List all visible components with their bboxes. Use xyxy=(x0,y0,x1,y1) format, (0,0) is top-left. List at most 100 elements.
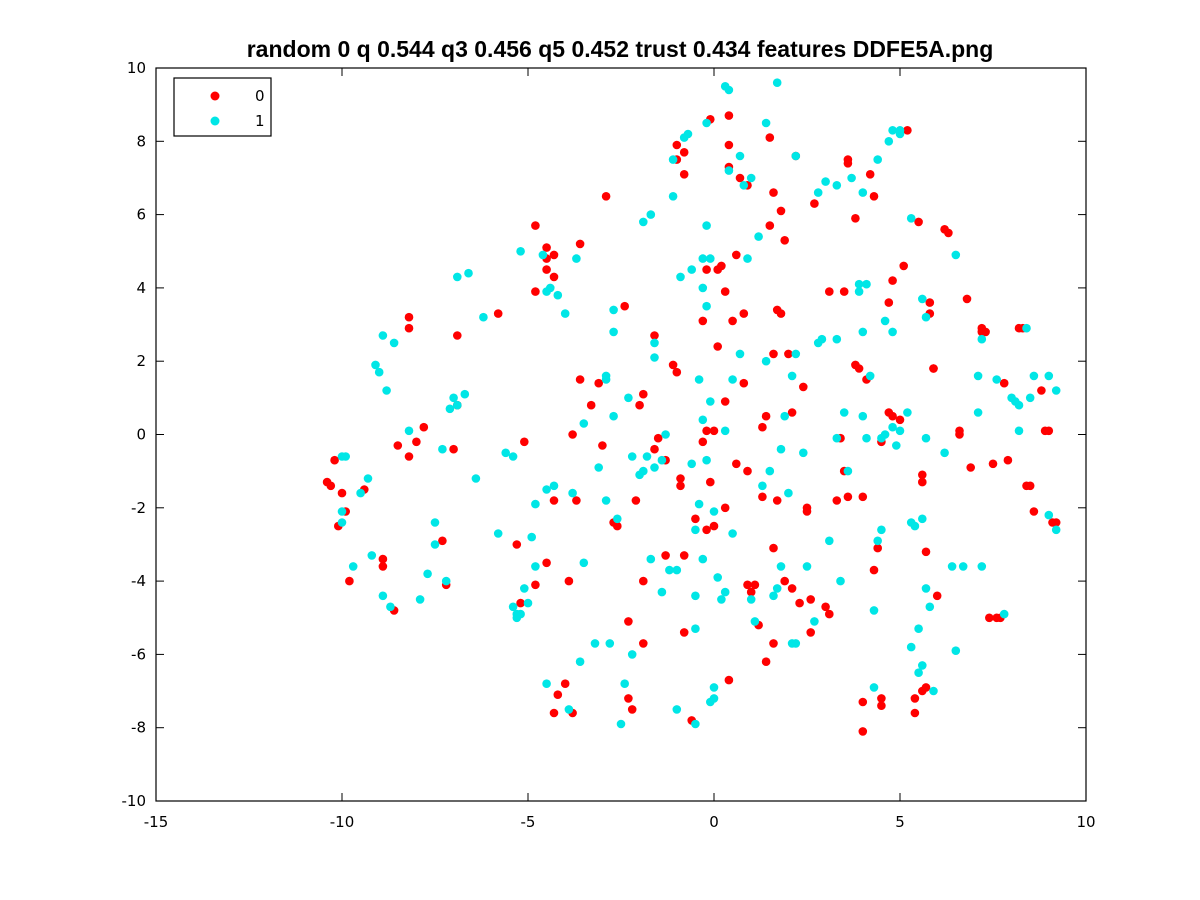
y-tick-label: -6 xyxy=(131,645,146,663)
data-point xyxy=(858,697,868,707)
data-point xyxy=(728,375,737,384)
data-point xyxy=(542,558,551,568)
data-point xyxy=(962,294,972,304)
data-point xyxy=(646,554,656,564)
data-point xyxy=(665,565,674,575)
data-point xyxy=(650,444,659,454)
data-point xyxy=(717,595,726,604)
data-point xyxy=(873,155,882,164)
data-point xyxy=(598,441,607,450)
data-point xyxy=(527,532,536,542)
data-point xyxy=(746,587,756,597)
data-point xyxy=(776,206,786,216)
data-point xyxy=(869,606,879,615)
data-point xyxy=(575,239,585,249)
data-point xyxy=(810,199,819,208)
data-point xyxy=(631,496,641,505)
data-point xyxy=(888,126,897,135)
data-point xyxy=(1014,426,1024,436)
data-point xyxy=(873,543,882,553)
data-point xyxy=(735,151,745,161)
data-point xyxy=(691,514,700,524)
data-point xyxy=(910,521,920,531)
data-point xyxy=(817,334,827,344)
data-point xyxy=(992,375,1001,384)
data-point xyxy=(836,576,845,586)
data-point xyxy=(672,565,682,575)
data-point xyxy=(888,422,897,432)
data-point xyxy=(821,602,830,612)
data-point xyxy=(832,181,842,190)
data-point xyxy=(706,254,715,263)
data-point xyxy=(973,408,983,417)
data-point xyxy=(564,705,574,714)
data-point xyxy=(720,503,730,513)
data-point xyxy=(1051,518,1061,527)
data-point xyxy=(698,437,708,447)
data-point xyxy=(594,378,603,388)
data-point xyxy=(724,166,734,175)
data-point xyxy=(761,356,771,366)
data-point xyxy=(776,309,786,318)
data-point xyxy=(586,400,596,410)
data-point xyxy=(780,576,789,586)
data-point xyxy=(337,518,347,527)
data-point xyxy=(832,433,842,443)
data-point xyxy=(560,679,570,688)
data-point xyxy=(404,323,414,333)
data-point xyxy=(754,232,763,241)
data-point xyxy=(453,400,462,410)
data-point xyxy=(1025,393,1035,403)
data-point xyxy=(616,719,626,729)
data-point xyxy=(579,419,589,428)
data-point xyxy=(553,290,563,300)
data-point xyxy=(531,580,540,590)
data-point xyxy=(661,551,670,560)
data-point xyxy=(880,430,890,439)
data-point xyxy=(374,367,384,377)
data-point xyxy=(810,617,819,626)
data-point xyxy=(772,78,782,87)
data-point xyxy=(687,459,696,469)
data-point xyxy=(464,268,473,278)
data-point xyxy=(825,609,834,619)
data-point xyxy=(676,474,685,483)
data-point xyxy=(769,349,778,359)
data-point xyxy=(627,705,637,714)
data-point xyxy=(624,617,633,626)
data-point xyxy=(453,331,462,340)
data-point xyxy=(851,214,860,223)
data-point xyxy=(769,543,778,553)
data-point xyxy=(981,327,990,337)
data-point xyxy=(925,602,935,612)
data-point xyxy=(702,265,711,274)
data-point xyxy=(750,617,760,626)
data-point xyxy=(806,628,815,637)
data-point xyxy=(650,331,659,340)
data-point xyxy=(758,422,767,432)
data-point xyxy=(1051,525,1061,535)
data-point xyxy=(672,140,682,150)
data-point xyxy=(438,536,447,546)
data-point xyxy=(746,173,756,183)
data-point xyxy=(709,683,719,692)
data-point xyxy=(627,452,637,461)
data-point xyxy=(862,433,871,443)
data-point xyxy=(709,694,719,703)
data-point xyxy=(865,170,875,179)
data-point xyxy=(702,525,711,535)
plot-area xyxy=(155,67,1087,802)
data-point xyxy=(772,496,782,505)
data-point xyxy=(512,540,522,549)
data-point xyxy=(977,562,987,571)
data-point xyxy=(479,312,488,322)
data-point xyxy=(572,254,581,263)
data-point xyxy=(761,411,771,421)
data-point xyxy=(709,521,719,531)
data-point xyxy=(709,426,719,436)
data-point xyxy=(795,598,804,608)
data-point xyxy=(549,496,559,505)
data-point xyxy=(330,455,339,465)
data-point xyxy=(843,466,853,476)
